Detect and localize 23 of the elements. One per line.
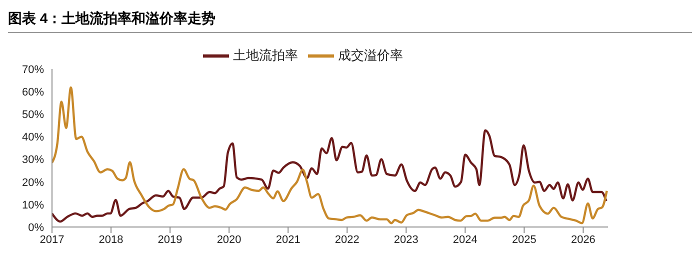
- x-tick-label: 2024: [452, 234, 478, 246]
- line-series: [52, 86, 608, 224]
- x-tick-label: 2018: [98, 234, 124, 246]
- line-series: [52, 129, 608, 223]
- y-tick-label: 70%: [22, 64, 44, 76]
- y-tick-label: 0%: [28, 222, 44, 234]
- x-tick-label: 2019: [158, 234, 182, 246]
- y-tick-label: 60%: [22, 86, 44, 98]
- y-tick-label: 20%: [22, 176, 44, 189]
- x-tick-label: 2021: [276, 234, 300, 246]
- y-tick-label: 30%: [22, 154, 44, 166]
- x-tick-label: 2023: [394, 234, 418, 246]
- y-tick-label: 40%: [22, 132, 44, 144]
- chart-title: 图表 4：土地流拍率和溢价率走势: [8, 8, 692, 33]
- legend-label: 土地流拍率: [233, 47, 298, 62]
- x-tick-label: 2025: [512, 234, 536, 246]
- x-tick-label: 2020: [216, 234, 242, 246]
- y-tick-label: 50%: [22, 109, 44, 122]
- x-tick-label: 2026: [570, 234, 596, 246]
- x-tick-label: 2022: [334, 234, 360, 246]
- y-tick-label: 10%: [22, 199, 44, 212]
- legend-label: 成交溢价率: [338, 47, 403, 62]
- x-tick-label: 2017: [40, 234, 64, 246]
